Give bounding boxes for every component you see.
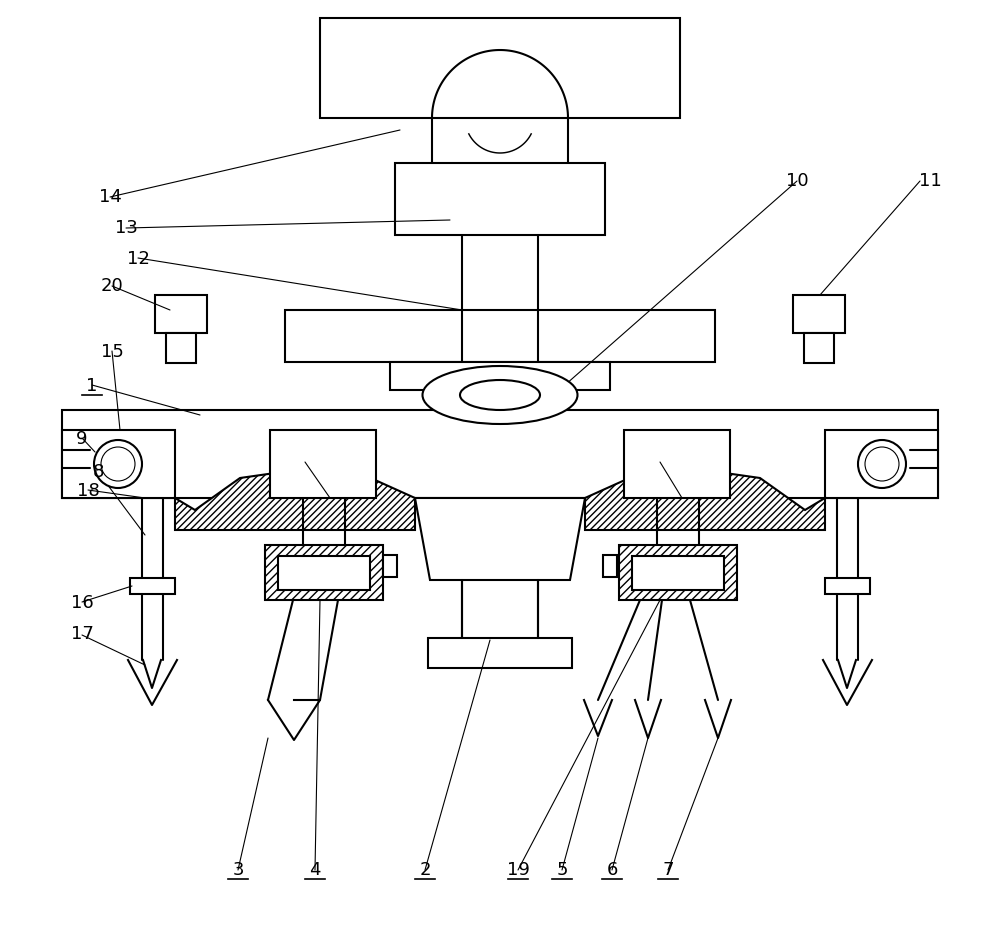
Bar xyxy=(265,545,383,600)
Ellipse shape xyxy=(460,380,540,410)
Text: 18: 18 xyxy=(77,482,99,500)
Polygon shape xyxy=(585,468,825,530)
Text: 5: 5 xyxy=(556,860,568,879)
Circle shape xyxy=(865,447,899,481)
Text: 15: 15 xyxy=(101,342,123,361)
Text: 8: 8 xyxy=(92,463,104,482)
Bar xyxy=(390,362,610,390)
Bar xyxy=(383,555,397,577)
Bar xyxy=(395,163,605,235)
Circle shape xyxy=(101,447,135,481)
Text: 17: 17 xyxy=(71,625,93,644)
Text: 10: 10 xyxy=(786,172,808,191)
Ellipse shape xyxy=(422,366,578,424)
Text: 7: 7 xyxy=(662,860,674,879)
Text: 3: 3 xyxy=(232,860,244,879)
Text: 1: 1 xyxy=(86,377,98,395)
Circle shape xyxy=(94,440,142,488)
Text: 2: 2 xyxy=(419,860,431,879)
Text: 4: 4 xyxy=(309,860,321,879)
Polygon shape xyxy=(415,498,585,580)
Bar xyxy=(603,555,617,577)
Bar xyxy=(285,310,715,362)
Bar xyxy=(155,295,207,333)
Text: 19: 19 xyxy=(507,860,529,879)
Circle shape xyxy=(858,440,906,488)
Bar xyxy=(428,638,572,668)
Text: 6: 6 xyxy=(606,860,618,879)
Bar xyxy=(624,430,730,498)
Text: 20: 20 xyxy=(101,277,123,296)
Polygon shape xyxy=(175,468,415,530)
Bar xyxy=(62,430,175,498)
Bar xyxy=(130,578,175,594)
Bar xyxy=(793,295,845,333)
Bar xyxy=(278,556,370,590)
Text: 14: 14 xyxy=(99,188,121,206)
Bar xyxy=(804,333,834,363)
Bar xyxy=(166,333,196,363)
Text: 16: 16 xyxy=(71,593,93,612)
Bar xyxy=(825,430,938,498)
Bar xyxy=(62,410,938,498)
Text: 11: 11 xyxy=(919,172,941,191)
Bar xyxy=(632,556,724,590)
Text: 9: 9 xyxy=(76,430,88,448)
Text: 12: 12 xyxy=(127,249,149,268)
Text: 13: 13 xyxy=(115,219,137,237)
Bar xyxy=(619,545,737,600)
Bar xyxy=(825,578,870,594)
Bar xyxy=(320,18,680,118)
Bar xyxy=(270,430,376,498)
